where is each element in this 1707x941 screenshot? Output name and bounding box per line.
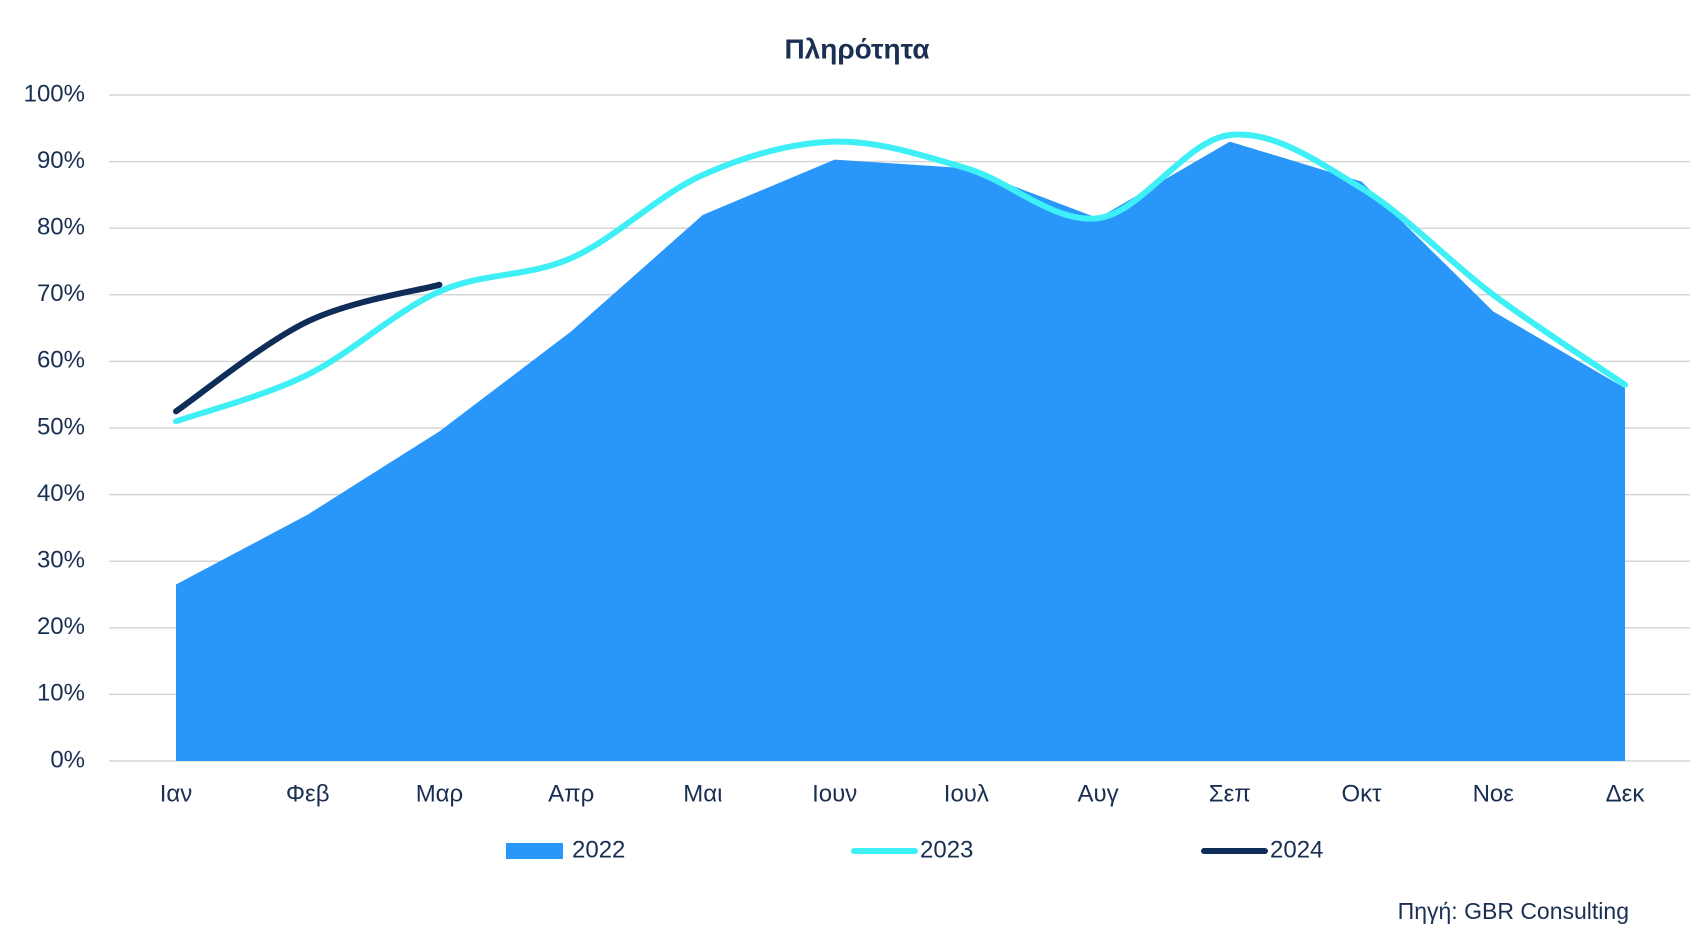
x-tick-label: Σεπ — [1209, 780, 1251, 807]
y-tick-label: 50% — [37, 413, 85, 440]
y-tick-label: 30% — [37, 547, 85, 574]
y-tick-label: 80% — [37, 214, 85, 241]
legend-label: 2022 — [572, 836, 625, 863]
x-tick-label: Αυγ — [1078, 780, 1119, 807]
y-tick-label: 70% — [37, 280, 85, 307]
y-tick-label: 0% — [50, 746, 85, 773]
source-note: Πηγή: GBR Consulting — [1398, 898, 1629, 924]
x-tick-label: Ιαν — [160, 780, 193, 807]
x-tick-label: Φεβ — [286, 780, 330, 807]
line-series — [173, 131, 1628, 425]
y-tick-label: 60% — [37, 347, 85, 374]
x-tick-label: Μαι — [683, 780, 722, 807]
area-series — [176, 141, 1625, 761]
y-tick-label: 90% — [37, 147, 85, 174]
y-tick-label: 20% — [37, 613, 85, 640]
x-tick-label: Απρ — [548, 780, 594, 807]
chart-title: Πληρότητα — [784, 33, 929, 64]
y-tick-label: 100% — [24, 80, 85, 107]
y-tick-label: 10% — [37, 680, 85, 707]
legend-label: 2024 — [1270, 836, 1323, 863]
x-tick-label: Νοε — [1473, 780, 1515, 807]
line-series — [173, 281, 443, 415]
x-tick-label: Ιουλ — [944, 780, 989, 807]
legend-label: 2023 — [920, 836, 973, 863]
y-tick-label: 40% — [37, 480, 85, 507]
x-tick-label: Οκτ — [1341, 780, 1382, 807]
x-tick-label: Δεκ — [1606, 780, 1646, 807]
legend-swatch — [506, 843, 563, 859]
x-tick-label: Μαρ — [416, 780, 464, 807]
x-tick-label: Ιουν — [812, 780, 857, 807]
